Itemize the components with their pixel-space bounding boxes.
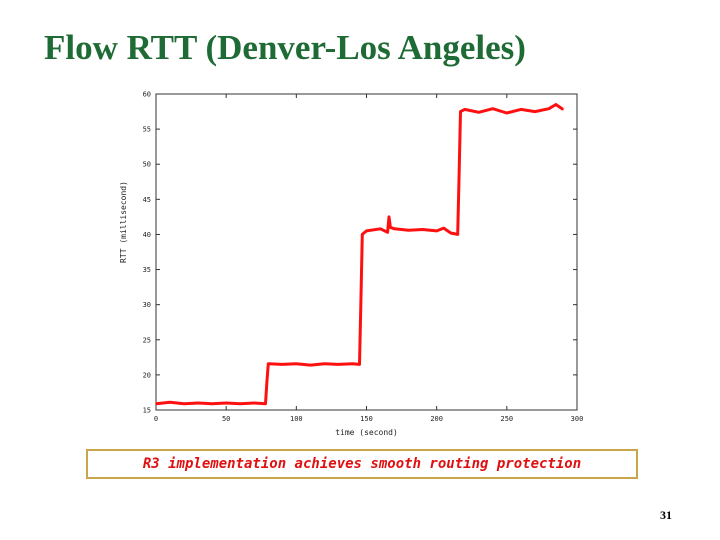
data-point	[211, 402, 213, 405]
data-point	[323, 362, 326, 365]
x-tick-label: 150	[360, 415, 373, 423]
caption-text: R3 implementation achieves smooth routin…	[142, 456, 582, 472]
y-tick-label: 50	[143, 161, 151, 169]
data-point	[197, 402, 199, 404]
y-tick-label: 60	[143, 91, 151, 99]
data-point	[548, 107, 550, 110]
data-point	[477, 111, 480, 114]
data-point	[386, 231, 389, 234]
data-point	[351, 362, 354, 365]
data-point	[264, 402, 267, 405]
y-tick-label: 55	[143, 126, 151, 134]
y-tick-label: 35	[143, 266, 151, 274]
data-point	[360, 300, 362, 302]
x-tick-label: 0	[154, 415, 158, 423]
rtt-chart: 15 20 25 30 35 40 45 50 55 60 0 50 100 150 200 250 300 …	[112, 82, 592, 447]
data-point	[555, 103, 557, 106]
x-tick-label: 200	[430, 415, 443, 423]
y-tick-label: 45	[143, 196, 151, 204]
y-tick-label: 40	[143, 231, 151, 239]
data-point	[266, 381, 268, 383]
x-axis-ticks: 0 50 100 150 200 250 300	[154, 94, 583, 423]
data-point	[534, 110, 536, 113]
x-tick-label: 50	[222, 415, 230, 423]
data-point	[463, 108, 466, 111]
data-point	[407, 229, 410, 232]
caption-box: R3 implementation achieves smooth routin…	[86, 449, 638, 479]
data-point	[155, 402, 157, 405]
data-point	[520, 108, 522, 111]
data-point	[295, 362, 298, 365]
y-axis-ticks: 15 20 25 30 35 40 45 50 55 60	[143, 91, 577, 415]
data-point	[169, 401, 171, 404]
data-point	[492, 107, 494, 110]
data-point	[506, 112, 508, 114]
data-point	[281, 363, 284, 366]
data-point	[337, 363, 340, 366]
y-tick-label: 25	[143, 336, 151, 344]
y-axis-label: RTT (millisecond)	[119, 181, 128, 263]
data-point	[358, 363, 361, 366]
series-group	[155, 103, 564, 406]
page-number: 31	[660, 508, 672, 522]
data-point	[421, 228, 424, 231]
data-point	[309, 364, 312, 366]
slide-title: Flow RTT (Denver-Los Angeles)	[44, 28, 526, 67]
y-tick-label: 15	[143, 407, 151, 415]
x-tick-label: 300	[571, 415, 584, 423]
plot-border	[155, 93, 578, 411]
data-point	[456, 233, 459, 236]
data-point	[253, 402, 256, 404]
data-point	[435, 230, 438, 232]
y-tick-label: 20	[143, 371, 151, 379]
series-line	[155, 103, 564, 406]
data-point	[459, 110, 462, 113]
data-point	[562, 108, 564, 111]
data-point	[239, 402, 241, 405]
plot-frame	[155, 93, 578, 411]
x-tick-label: 100	[290, 415, 303, 423]
x-axis-label: time (second)	[335, 428, 398, 437]
data-point	[225, 402, 227, 404]
data-point	[183, 402, 185, 405]
data-point	[365, 230, 368, 232]
data-point	[389, 226, 392, 229]
x-tick-label: 250	[501, 415, 514, 423]
y-tick-label: 30	[143, 301, 151, 309]
data-point	[267, 362, 270, 365]
data-point	[442, 227, 445, 229]
data-point	[388, 216, 390, 218]
data-point	[449, 232, 452, 234]
data-point	[379, 228, 382, 230]
data-point	[361, 233, 364, 236]
data-point	[458, 173, 460, 176]
data-point	[393, 228, 396, 230]
